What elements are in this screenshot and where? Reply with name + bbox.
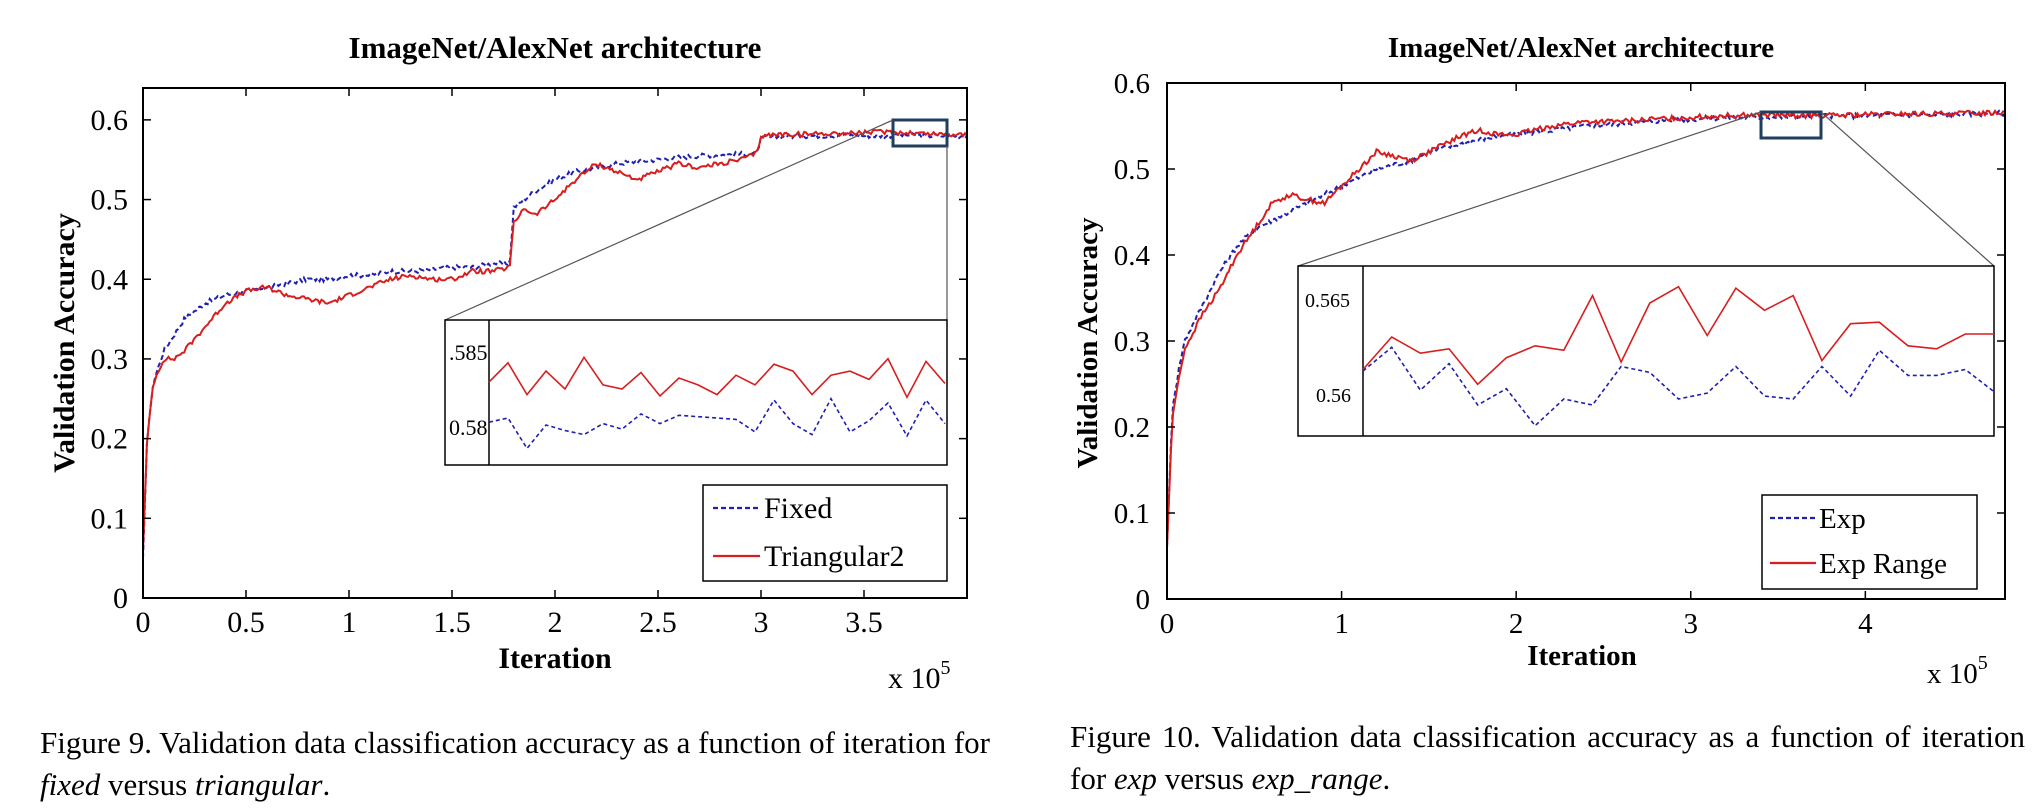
y-tick-label: 0.2 (91, 423, 129, 456)
y-tick-label: 0.5 (1114, 154, 1150, 186)
caption-term-triangular: triangular (194, 767, 323, 802)
x-tick-label: 0.5 (227, 606, 265, 639)
x-tick-label: 0 (136, 606, 151, 639)
legend: Fixed Triangular2 (702, 484, 948, 582)
x-tick-label: 1 (1334, 608, 1349, 640)
x-tick-label: 2 (548, 606, 563, 639)
legend-box (1761, 494, 1978, 590)
series-line-fixed (142, 131, 968, 559)
y-tick-label: 0 (113, 582, 128, 615)
inset-ytick-label: 0.56 (1316, 385, 1351, 407)
zoom-connector-line (444, 119, 894, 321)
inset-ytick-label: 0.565 (1305, 290, 1350, 312)
legend-label-triangular2: Triangular2 (764, 540, 905, 573)
chart-figure-10: ImageNet/AlexNet architecture 0 0.1 0.2 0.3… (1072, 32, 2006, 690)
y-tick-label: 0.3 (91, 343, 129, 376)
x-axis-label: Iteration (498, 642, 612, 675)
series-line-triangular2 (142, 128, 968, 551)
zoom-connector-line (1297, 111, 1762, 267)
zoom-inset: .585 0.58 (444, 319, 948, 466)
zoom-inset: 0.565 0.56 (1297, 265, 1995, 437)
y-axis-label: Validation Accuracy (48, 213, 81, 473)
inset-frame (444, 319, 948, 466)
inset-ytick-label: .585 (449, 340, 488, 365)
legend-label-fixed: Fixed (764, 492, 832, 525)
inset-series-line-triangular2 (488, 355, 946, 400)
x-tick-label: 0 (1160, 608, 1175, 640)
inset-ytick-label: 0.58 (449, 415, 488, 440)
inset-series-line-exp-range (1362, 285, 1994, 386)
x-tick-label: 4 (1858, 608, 1873, 640)
zoom-region-box (891, 118, 949, 148)
chart-title: ImageNet/AlexNet architecture (349, 30, 762, 65)
figure-9-caption: Figure 9. Validation data classification… (40, 725, 990, 802)
x-tick-label: 1.5 (433, 606, 471, 639)
inset-frame (1297, 265, 1995, 437)
x-tick-label: 2 (1509, 608, 1524, 640)
inset-series-line-exp (1362, 346, 1995, 427)
x-multiplier-base: x 10 (888, 662, 941, 695)
y-tick-label: 0.6 (1114, 68, 1150, 100)
x-multiplier: x 105 (888, 657, 951, 695)
inset-series-line-fixed (488, 397, 946, 450)
chart-figure-9: ImageNet/AlexNet architecture 0 0.1 0.2 0.3… (48, 30, 968, 695)
y-tick-label: 0.4 (1114, 240, 1151, 272)
y-tick-label: 0.6 (91, 104, 129, 137)
chart-title: ImageNet/AlexNet architecture (1388, 32, 1774, 64)
legend-label-exp-range: Exp Range (1819, 548, 1947, 580)
x-multiplier-base: x 10 (1927, 658, 1978, 690)
x-axis-label: Iteration (1527, 640, 1637, 672)
x-tick-label: 3 (1684, 608, 1699, 640)
y-tick-label: 0.3 (1114, 326, 1150, 358)
caption-term-exp: exp (1113, 761, 1157, 796)
x-multiplier-exponent: 5 (1978, 652, 1988, 674)
y-tick-label: 0.4 (91, 263, 129, 296)
caption-term-fixed: fixed (40, 767, 101, 802)
y-tick-label: 0 (1136, 584, 1151, 616)
y-tick-label: 0.5 (91, 184, 129, 217)
figure-10-caption: Figure 10. Validation data classificatio… (1070, 719, 2025, 796)
x-tick-label: 1 (342, 606, 357, 639)
x-multiplier: x 105 (1927, 652, 1988, 690)
legend: Exp Exp Range (1761, 494, 1978, 590)
legend-box (702, 484, 948, 582)
x-multiplier-exponent: 5 (941, 657, 951, 679)
y-axis-label: Validation Accuracy (1072, 217, 1104, 469)
caption-term-exp-range: exp_range (1251, 761, 1383, 796)
legend-label-exp: Exp (1819, 503, 1866, 535)
y-tick-label: 0.2 (1114, 412, 1150, 444)
x-tick-label: 3.5 (845, 606, 883, 639)
zoom-connector-line (1820, 111, 1995, 267)
zoom-region-box (1759, 110, 1823, 140)
y-tick-label: 0.1 (1114, 498, 1150, 530)
x-tick-label: 3 (754, 606, 769, 639)
x-tick-label: 2.5 (639, 606, 677, 639)
series-line-exp-range (1166, 108, 2006, 548)
y-tick-label: 0.1 (91, 502, 129, 535)
